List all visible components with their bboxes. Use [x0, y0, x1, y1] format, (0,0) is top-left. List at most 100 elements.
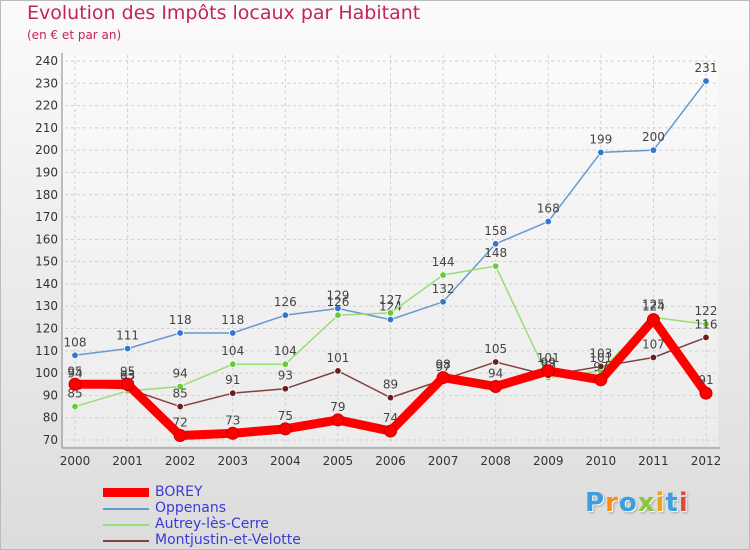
data-label: 200: [642, 130, 665, 144]
x-tick-label: 2002: [165, 454, 196, 468]
y-tick-label: 220: [35, 99, 58, 113]
x-tick-label: 2000: [60, 454, 91, 468]
data-label: 158: [484, 224, 507, 238]
data-label: 104: [274, 344, 297, 358]
data-label: 129: [326, 288, 349, 302]
data-label: 94: [67, 366, 82, 380]
logo-letter: i: [655, 488, 666, 518]
data-point: [334, 367, 342, 375]
data-label: 75: [278, 409, 293, 423]
data-point: [649, 353, 658, 362]
data-point: [176, 402, 184, 411]
data-point: [229, 360, 237, 368]
legend-swatch: [103, 524, 149, 526]
data-point: [439, 298, 447, 306]
logo-letter: P: [585, 488, 606, 518]
data-point: [386, 393, 395, 402]
data-label: 124: [642, 300, 665, 314]
data-label: 144: [432, 255, 455, 269]
x-tick-label: 2009: [533, 454, 564, 468]
data-point: [226, 426, 240, 440]
x-tick-label: 2005: [323, 454, 354, 468]
data-label: 101: [537, 351, 560, 365]
data-label: 101: [589, 351, 612, 365]
y-tick-label: 90: [43, 388, 58, 402]
y-tick-label: 170: [35, 210, 58, 224]
data-label: 85: [173, 387, 188, 401]
y-tick-label: 130: [35, 299, 58, 313]
y-tick-label: 160: [35, 232, 58, 246]
data-label: 74: [383, 411, 398, 425]
data-point: [649, 146, 658, 154]
legend-swatch: [103, 488, 149, 497]
chart-title: Evolution des Impôts locaux par Habitant: [27, 2, 421, 24]
data-label: 103: [589, 346, 612, 360]
data-point: [386, 315, 395, 324]
data-label: 72: [173, 416, 188, 430]
data-point: [699, 386, 713, 400]
x-tick-label: 2006: [375, 454, 406, 468]
data-label: 97: [435, 360, 450, 374]
y-tick-label: 200: [35, 143, 58, 157]
data-point: [386, 309, 395, 317]
data-point: [281, 311, 290, 319]
data-point: [123, 344, 132, 353]
y-tick-label: 80: [43, 411, 58, 425]
data-label: 118: [221, 313, 244, 327]
data-label: 85: [67, 387, 82, 401]
data-point: [281, 360, 290, 368]
data-point: [229, 329, 237, 337]
x-tick-label: 2004: [270, 454, 301, 468]
data-point: [176, 382, 184, 391]
data-label: 91: [698, 373, 713, 387]
y-tick-label: 110: [35, 344, 58, 358]
legend-label: Autrey-lès-Cerre: [155, 516, 269, 532]
data-label: 107: [642, 338, 665, 352]
legend-label: BOREY: [155, 484, 203, 500]
series-autrey-l-s-cerre: 85929410410412612714414898101125122: [67, 246, 717, 411]
data-label: 101: [326, 351, 349, 365]
y-tick-label: 140: [35, 277, 58, 291]
x-tick-label: 2003: [217, 454, 248, 468]
y-tick-label: 210: [35, 121, 58, 135]
data-point: [176, 329, 184, 337]
y-tick-label: 150: [35, 255, 58, 269]
data-point: [439, 271, 447, 279]
data-point: [173, 429, 187, 443]
data-label: 97: [593, 360, 608, 374]
data-point: [384, 424, 397, 438]
data-label: 108: [64, 335, 87, 349]
data-label: 95: [120, 364, 135, 378]
data-label: 126: [274, 295, 297, 309]
data-point: [436, 371, 450, 385]
data-label: 94: [488, 366, 503, 380]
y-tick-label: 190: [35, 165, 58, 179]
data-point: [68, 377, 82, 391]
y-tick-label: 100: [35, 366, 58, 380]
data-label: 118: [169, 313, 192, 327]
x-tick-label: 2008: [480, 454, 511, 468]
x-tick-label: 2011: [638, 454, 669, 468]
data-point: [491, 262, 500, 270]
x-tick-label: 2012: [691, 454, 722, 468]
data-label: 111: [116, 329, 139, 343]
data-point: [491, 240, 500, 248]
data-point: [597, 362, 605, 371]
data-label: 79: [330, 400, 345, 414]
y-tick-label: 70: [43, 433, 58, 447]
data-label: 73: [225, 413, 240, 427]
x-tick-label: 2010: [586, 454, 617, 468]
logo-letter: r: [605, 488, 619, 518]
data-point: [597, 148, 605, 157]
data-point: [646, 313, 660, 327]
data-label: 126: [326, 295, 349, 309]
data-label: 93: [278, 369, 293, 383]
y-tick-label: 240: [35, 54, 58, 68]
data-label: 132: [432, 282, 455, 296]
data-point: [702, 320, 710, 328]
